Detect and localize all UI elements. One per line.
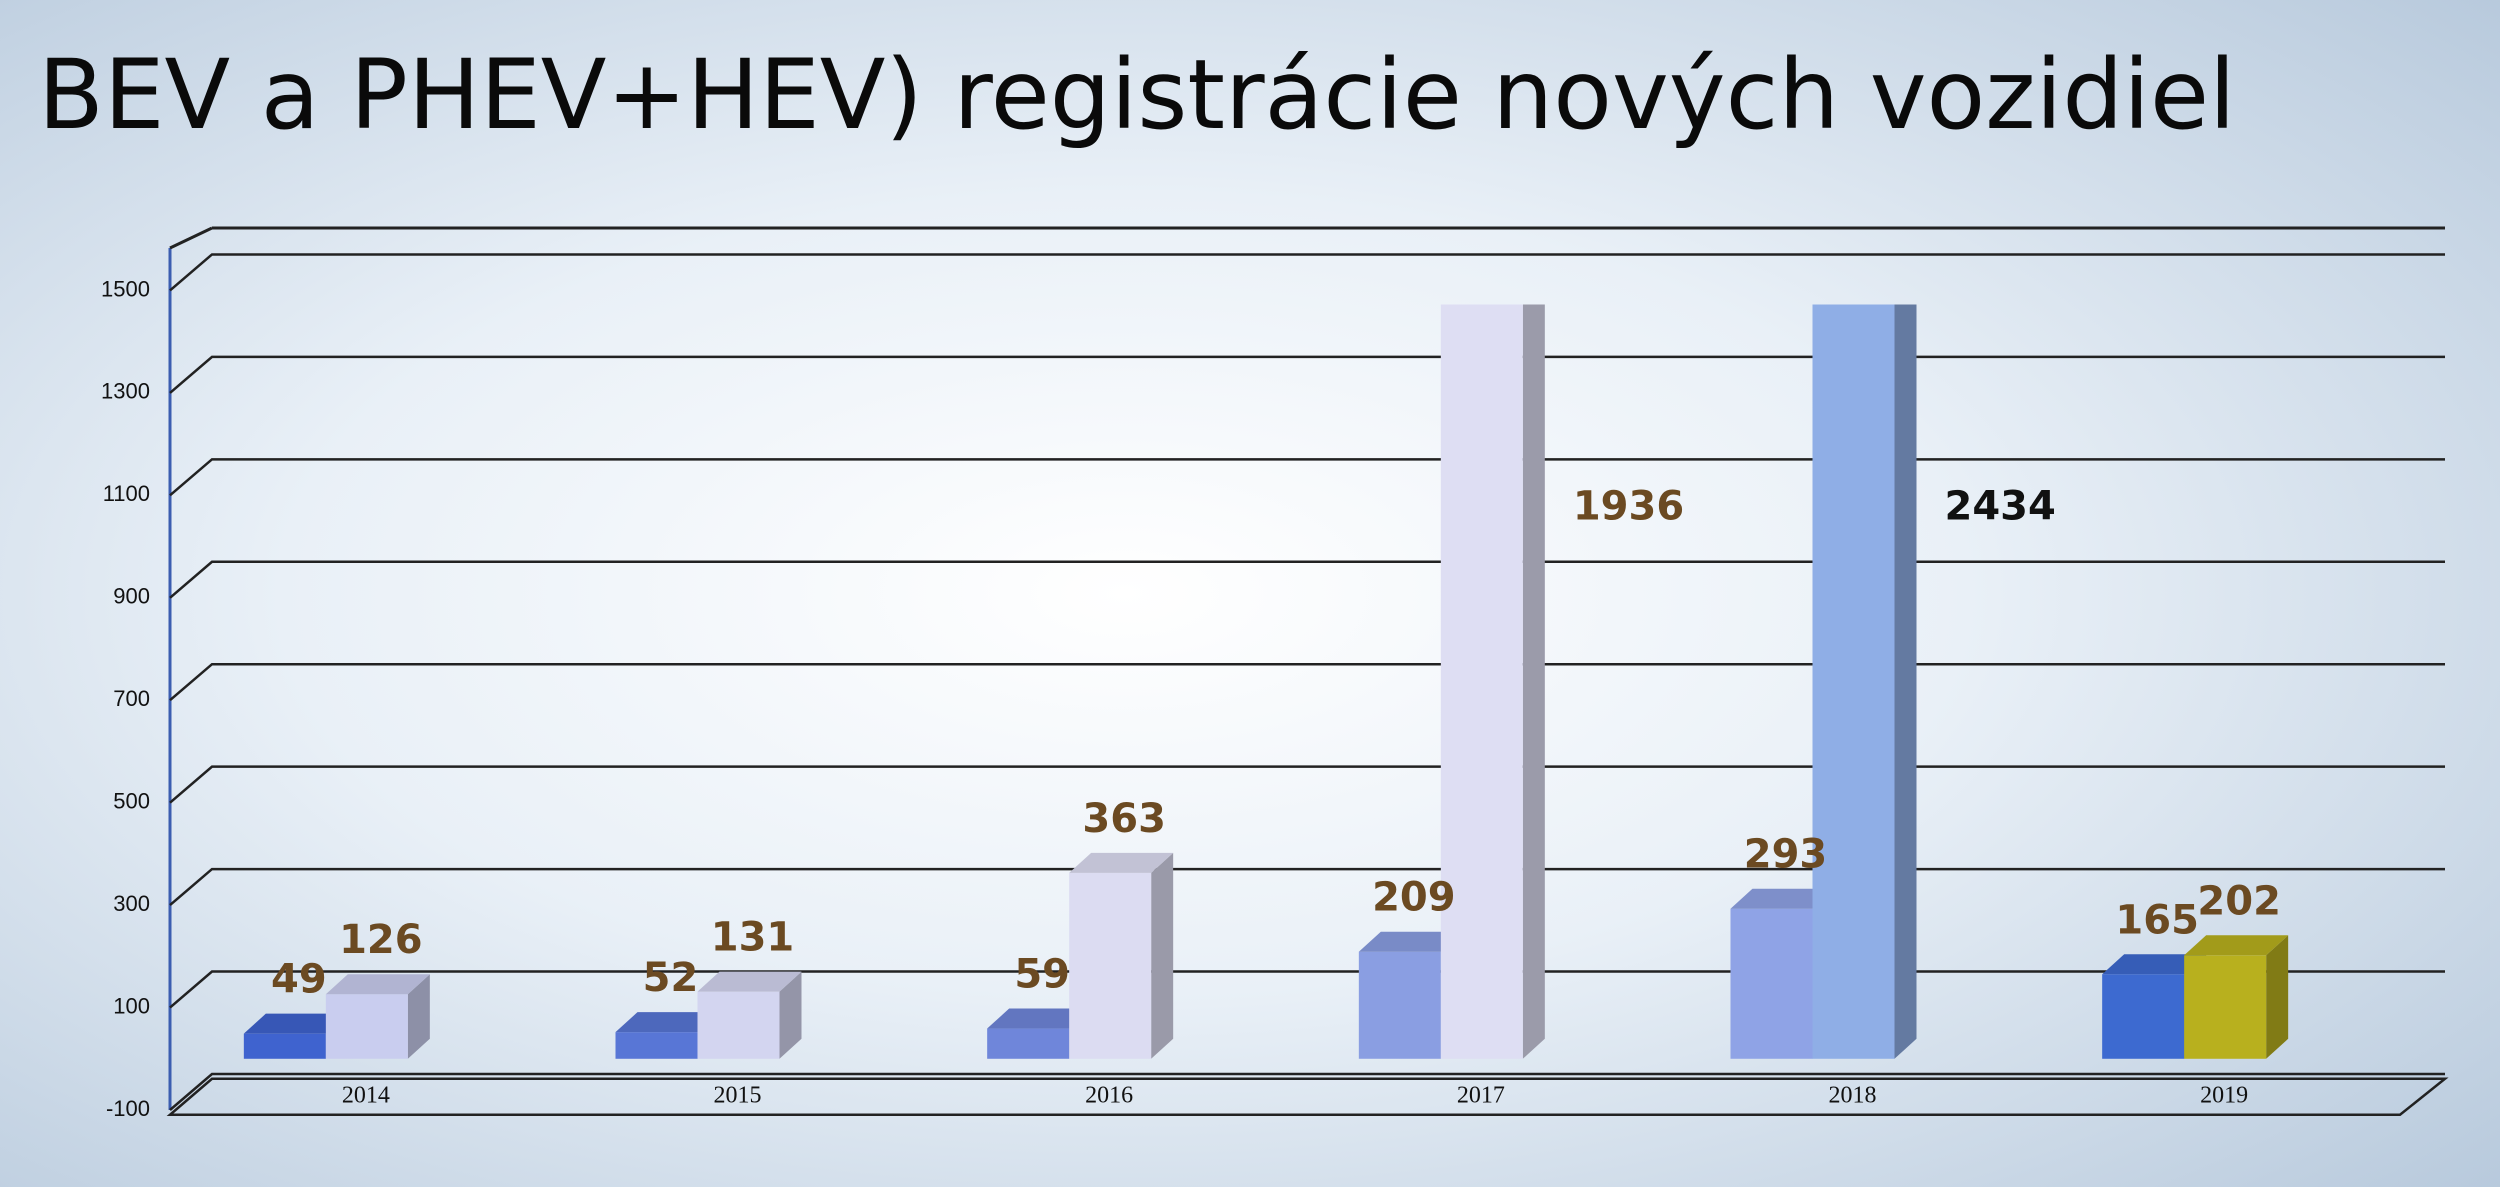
frame-left — [169, 226, 213, 250]
grid-line — [169, 355, 2445, 394]
bar-top — [697, 971, 802, 992]
bar-side — [2266, 935, 2289, 1059]
floor — [166, 1077, 2449, 1117]
value-label: 209 — [1372, 875, 1456, 921]
bar-top — [2184, 935, 2289, 956]
y-tick-label: 900 — [113, 584, 150, 609]
bar-front — [1730, 908, 1813, 1059]
y-tick-label: -100 — [106, 1096, 150, 1121]
value-label: 131 — [711, 915, 795, 961]
bar-top — [615, 1012, 720, 1033]
value-label: 1936 — [1573, 483, 1684, 529]
value-label: 293 — [1744, 832, 1828, 878]
bar-front — [987, 1028, 1070, 1059]
bar-front — [1812, 304, 1895, 1059]
bar — [1812, 304, 1917, 1059]
bar-top — [987, 1008, 1092, 1029]
bar-front — [2102, 974, 2185, 1059]
x-tick-label: 2015 — [714, 1082, 762, 1108]
bar-top — [325, 974, 430, 995]
y-tick-label: 500 — [113, 788, 150, 813]
value-label: 59 — [1014, 952, 1070, 998]
bar-side — [779, 971, 802, 1059]
bar — [1440, 304, 1545, 1059]
bar-front — [697, 991, 780, 1059]
grid-line — [169, 458, 2445, 497]
y-tick-label: 1100 — [103, 481, 150, 506]
bar-front — [615, 1032, 698, 1059]
bar-front — [1069, 872, 1152, 1059]
bar — [697, 971, 802, 1059]
value-label: 2434 — [1945, 483, 2056, 529]
bar-front — [1440, 304, 1523, 1059]
bar — [325, 974, 430, 1059]
y-tick-label: 300 — [113, 891, 150, 916]
bar-top — [2102, 954, 2207, 975]
bar-front — [243, 1033, 326, 1059]
grid-line — [169, 662, 2445, 702]
grid-line — [169, 1072, 2445, 1111]
bar — [2184, 935, 2289, 1059]
grid-line — [169, 970, 2445, 1009]
grid-line — [169, 867, 2445, 907]
value-label: 363 — [1082, 796, 1166, 842]
y-tick-label: 1300 — [101, 379, 150, 404]
value-label: 52 — [643, 955, 699, 1001]
bar-front — [2184, 955, 2267, 1059]
bar-front — [1358, 951, 1441, 1059]
bar-side — [1151, 852, 1174, 1059]
bar-front — [325, 994, 408, 1059]
x-tick-label: 2019 — [2200, 1082, 2248, 1108]
x-tick-label: 2016 — [1085, 1082, 1133, 1108]
value-label: 126 — [339, 917, 423, 963]
bar — [1069, 852, 1174, 1059]
bar-side — [1522, 304, 1545, 1059]
y-tick-label: 700 — [113, 686, 150, 711]
y-tick-label: 1500 — [101, 276, 150, 301]
value-label: 202 — [2197, 878, 2281, 924]
grid-line — [169, 253, 2445, 292]
bar-top — [1069, 852, 1174, 873]
bar-top — [243, 1013, 348, 1034]
bar-side — [1894, 304, 1917, 1059]
y-tick-label: 100 — [113, 993, 150, 1018]
x-tick-label: 2017 — [1457, 1082, 1505, 1108]
grid-line — [169, 560, 2445, 599]
grid-line — [169, 765, 2445, 804]
x-tick-label: 2018 — [1829, 1082, 1877, 1108]
value-label: 49 — [271, 957, 327, 1003]
bar-top — [1358, 931, 1463, 952]
chart-title: BEV a PHEV+HEV) registrácie nových vozid… — [38, 39, 2236, 151]
bars — [243, 304, 2289, 1059]
x-tick-label: 2014 — [342, 1082, 390, 1108]
value-label: 165 — [2115, 897, 2199, 943]
bar-top — [1730, 888, 1835, 909]
bar-side — [407, 974, 430, 1059]
